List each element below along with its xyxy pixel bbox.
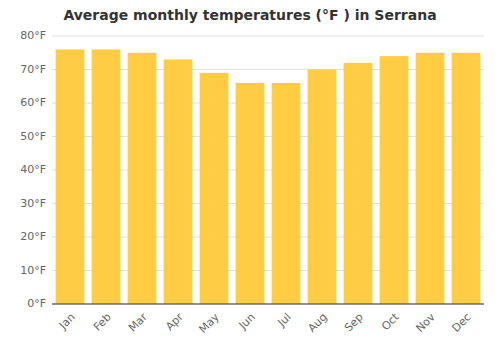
bar	[272, 83, 301, 304]
y-tick-label: 20°F	[20, 230, 46, 243]
y-axis: 0°F 10°F 20°F 30°F 40°F 50°F 60°F 70°F 80°F	[20, 29, 46, 310]
chart-title: Average monthly temperatures (°F ) in Se…	[63, 7, 436, 23]
y-tick-label: 10°F	[20, 264, 46, 277]
x-tick-label: Oct	[379, 310, 402, 333]
bar	[92, 49, 121, 304]
x-tick-label: Nov	[413, 310, 438, 335]
bar	[200, 73, 229, 304]
bar	[128, 53, 157, 304]
bar	[308, 70, 337, 305]
x-tick-label: Jun	[236, 311, 258, 333]
y-tick-label: 30°F	[20, 197, 46, 210]
x-tick-label: Dec	[450, 311, 474, 335]
x-tick-label: Feb	[91, 311, 114, 334]
y-tick-label: 60°F	[20, 96, 46, 109]
grid-line	[52, 304, 484, 305]
bar	[164, 59, 193, 304]
bar	[56, 49, 85, 304]
grid-line	[52, 36, 484, 37]
x-axis-line	[52, 304, 484, 305]
x-axis: Jan Feb Mar Apr May Jun Jul Aug Sep Oct Nov Dec	[52, 304, 484, 336]
y-tick-label: 0°F	[27, 297, 46, 310]
y-tick-label: 40°F	[20, 163, 46, 176]
y-tick-label: 50°F	[20, 130, 46, 143]
chart-container: 0°F 10°F 20°F 30°F 40°F 50°F 60°F 70°F 80°F Jan Fe…	[0, 0, 500, 350]
y-tick-label: 80°F	[20, 29, 46, 42]
x-tick-label: May	[196, 310, 222, 336]
x-tick-label: Mar	[126, 310, 150, 334]
x-tick-label: Sep	[342, 311, 366, 335]
x-tick-label: Jul	[274, 311, 293, 330]
x-tick-label: Apr	[163, 310, 186, 333]
page: {"chart_data": {"type": "bar", "title": …	[0, 0, 500, 350]
bar	[344, 63, 373, 304]
chart-svg: 0°F 10°F 20°F 30°F 40°F 50°F 60°F 70°F 80°F Jan Fe…	[0, 0, 500, 350]
x-tick-label: Aug	[305, 311, 329, 335]
bar	[236, 83, 265, 304]
bar	[452, 53, 481, 304]
bars	[56, 49, 481, 304]
bar	[380, 56, 409, 304]
y-tick-label: 70°F	[20, 63, 46, 76]
x-tick-label: Jan	[56, 311, 78, 333]
grid	[52, 36, 484, 304]
bar	[416, 53, 445, 304]
